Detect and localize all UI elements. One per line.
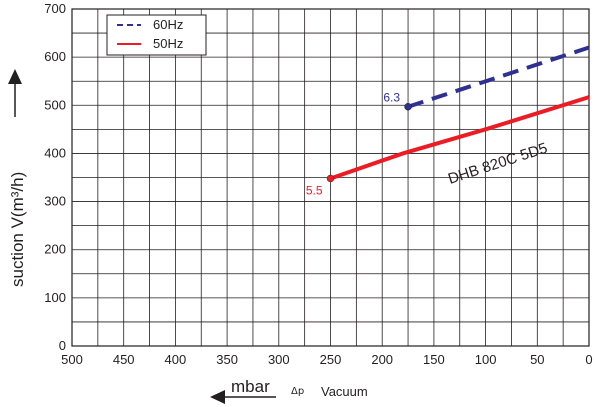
x-tick-label: 500 xyxy=(61,352,83,367)
x-tick-label: 100 xyxy=(475,352,497,367)
series-line-60hz xyxy=(407,45,590,109)
y-tick-label: 100 xyxy=(44,290,66,305)
x-tick-label: 200 xyxy=(371,352,393,367)
x-axis-vacuum-label: Vacuum xyxy=(321,384,368,399)
y-tick-label: 300 xyxy=(44,194,66,209)
model-label: DHB 820C 5D5 xyxy=(446,140,550,188)
x-tick-label: 350 xyxy=(216,352,238,367)
legend-label-50hz: 50Hz xyxy=(153,36,183,51)
y-tick-label: 600 xyxy=(44,49,66,64)
series-start-point-50hz xyxy=(326,174,335,183)
x-axis-arrow-head xyxy=(210,390,225,404)
x-tick-label: 150 xyxy=(423,352,445,367)
y-axis-label-group: suction V(m³/h) xyxy=(8,69,27,287)
legend: 60Hz 50Hz xyxy=(106,14,207,56)
y-tick-label: 0 xyxy=(59,338,66,353)
x-tick-label: 50 xyxy=(530,352,544,367)
x-tick-label: 400 xyxy=(165,352,187,367)
series-start-point-60hz xyxy=(404,102,412,111)
x-tick-label: 0 xyxy=(585,352,592,367)
series-start-label-50hz: 5.5 xyxy=(306,183,323,197)
plot-frame xyxy=(71,8,590,347)
y-axis-label: suction V(m³/h) xyxy=(8,172,27,287)
x-axis-delta: Δp xyxy=(291,386,304,397)
data-series: 6.3 5.5 xyxy=(306,45,590,197)
axis-ticks: 500 450 400 350 300 250 200 150 100 50 00100200300… xyxy=(44,1,592,367)
series-start-label-60hz: 6.3 xyxy=(383,91,400,105)
y-tick-label: 500 xyxy=(44,97,66,112)
y-tick-label: 400 xyxy=(44,145,66,160)
y-tick-label: 200 xyxy=(44,242,66,257)
chart-grid xyxy=(71,8,590,347)
x-tick-label: 450 xyxy=(113,352,135,367)
x-axis-unit: mbar xyxy=(231,377,270,396)
legend-box xyxy=(106,14,207,56)
x-axis-label-group: mbar Δp Vacuum xyxy=(210,377,368,404)
x-tick-label: 300 xyxy=(268,352,290,367)
x-tick-label: 250 xyxy=(320,352,342,367)
series-line-50hz xyxy=(329,95,590,181)
legend-label-60hz: 60Hz xyxy=(153,17,183,32)
y-tick-label: 700 xyxy=(44,1,66,16)
y-axis-arrow-head xyxy=(8,69,22,84)
